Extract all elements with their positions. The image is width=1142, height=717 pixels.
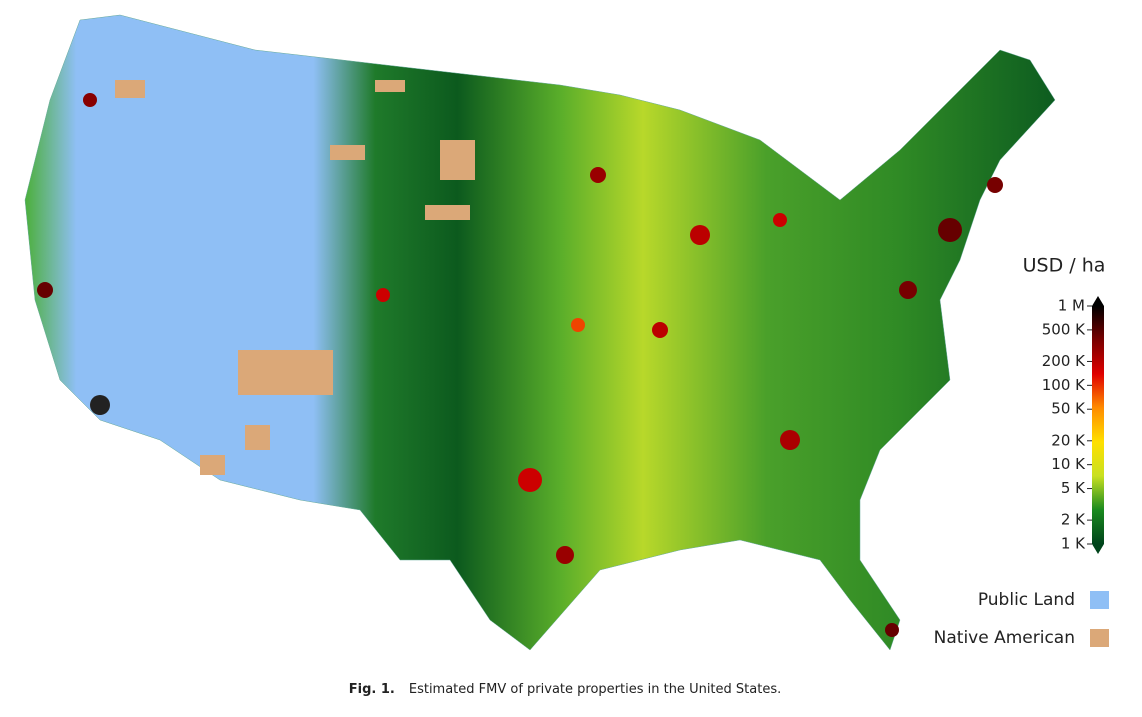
colorbar-tick-label: 2 K [1061, 511, 1086, 529]
colorbar-tick-label: 1 K [1061, 535, 1086, 553]
colorbar-tick-label: 1 M [1058, 297, 1085, 315]
colorbar-tick-label: 200 K [1042, 352, 1086, 370]
colorbar-tick-label: 500 K [1042, 320, 1086, 338]
legend-swatch [1090, 591, 1109, 609]
colorbar-bar [1092, 306, 1104, 544]
caption-text: Estimated FMV of private properties in t… [409, 682, 781, 697]
legend-label: Native American [934, 628, 1075, 648]
legend-swatch [1090, 629, 1109, 647]
caption: Fig. 1. Estimated FMV of private properti… [349, 682, 781, 697]
legend-label: Public Land [978, 590, 1075, 610]
colorbar-extend-bottom [1092, 544, 1104, 554]
colorbar: USD / ha 1 M 500 K 200 K 100 K 50 K 20 K 10 K 5… [1023, 255, 1106, 554]
colorbar-tick-label: 5 K [1061, 479, 1086, 497]
map [24, 14, 1056, 651]
cities [37, 93, 1003, 637]
colorbar-tick-label: 50 K [1051, 400, 1086, 418]
colorbar-title: USD / ha [1023, 255, 1106, 277]
colorbar-tick-label: 20 K [1051, 431, 1086, 449]
colorbar-extend-top [1092, 296, 1104, 306]
us-outline [24, 14, 1056, 651]
colorbar-tick-label: 10 K [1051, 455, 1086, 473]
reservations [115, 80, 475, 475]
caption-label: Fig. 1. [349, 682, 395, 697]
colorbar-tick-label: 100 K [1042, 376, 1086, 394]
legend: Public Land Native American [934, 590, 1109, 648]
